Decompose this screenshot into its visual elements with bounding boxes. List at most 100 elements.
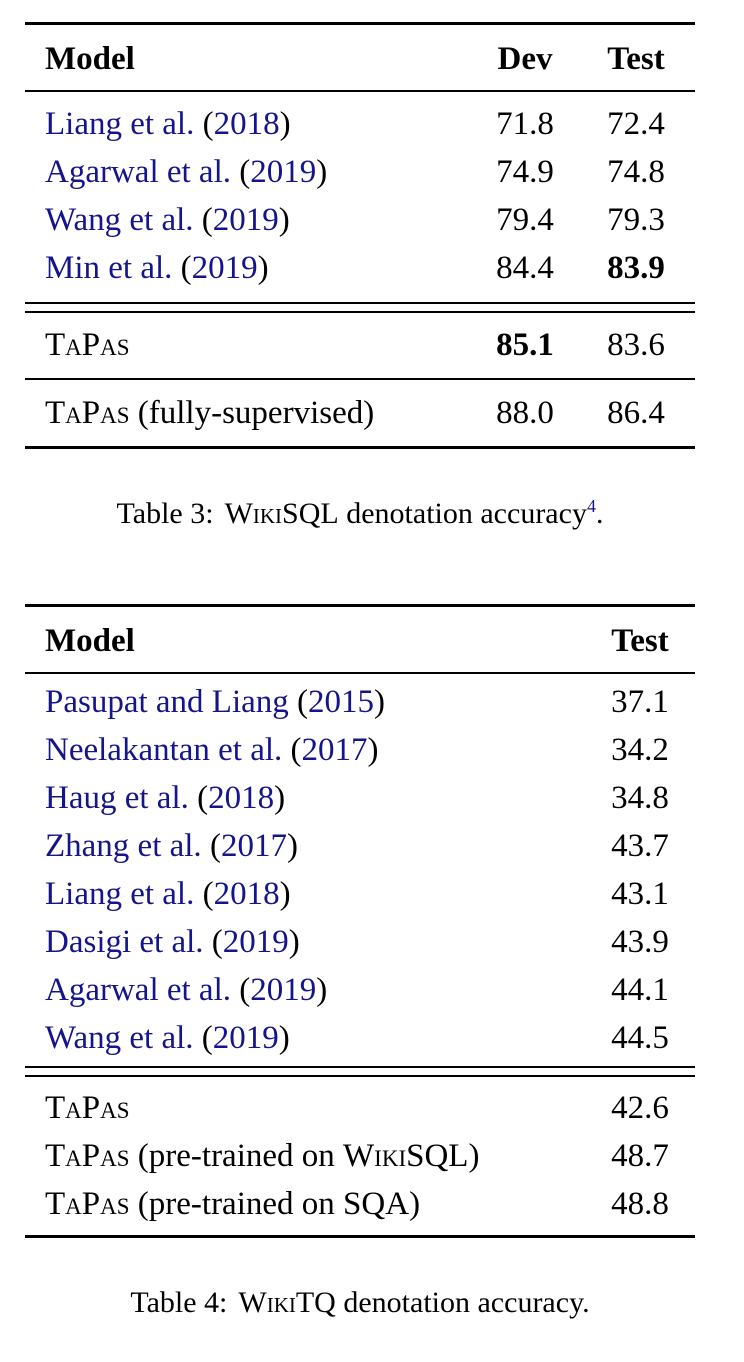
citation-year-link[interactable]: 2015 (308, 684, 375, 720)
column-header-model: Model (45, 41, 135, 77)
citation-year-link[interactable]: 2019 (222, 924, 289, 960)
citation-paren-open: ( (231, 972, 251, 1008)
citation-paren-open: ( (172, 250, 192, 286)
table-row: Liang et al. (2018) 43.1 (25, 870, 695, 918)
table-midrule (25, 378, 695, 380)
citation-link[interactable]: Min et al. (45, 250, 173, 286)
table-toprule (25, 22, 695, 25)
model-cell: Agarwal et al. (2019) (25, 966, 585, 1014)
citation-link[interactable]: Liang et al. (45, 106, 195, 142)
table-row: Min et al. (2019) 84.4 83.9 (25, 244, 695, 292)
tapas-model-label: TaPas (45, 1138, 130, 1174)
model-cell: TaPas (pre-trained on SQA) (25, 1180, 585, 1228)
citation-link[interactable]: Agarwal et al. (45, 154, 231, 190)
citation-link[interactable]: Dasigi et al. (45, 924, 204, 960)
citation-paren-close: ) (257, 250, 269, 286)
citation-link[interactable]: Wang et al. (45, 1020, 194, 1056)
citation-link[interactable]: Zhang et al. (45, 828, 202, 864)
citation-year-link[interactable]: 2018 (213, 876, 280, 912)
citation-year-link[interactable]: 2017 (301, 732, 368, 768)
test-value-cell: 83.6 (607, 327, 665, 363)
caption-label: Table 3: (116, 497, 214, 530)
citation-paren-open: ( (194, 106, 214, 142)
citation-paren-close: ) (278, 1020, 290, 1056)
test-value-cell: 79.3 (607, 202, 665, 238)
citation-year-link[interactable]: 2019 (250, 972, 317, 1008)
dev-value-cell: 88.0 (496, 395, 554, 431)
baselines-section: Liang et al. (2018) 71.8 72.4 Agarwal et… (25, 92, 695, 302)
citation-paren-open: ( (194, 876, 214, 912)
table-row: Zhang et al. (2017) 43.7 (25, 822, 695, 870)
dev-value-cell-best: 85.1 (496, 327, 554, 363)
model-variant-label: (pre-trained on (129, 1186, 344, 1222)
citation-year-link[interactable]: 2019 (250, 154, 317, 190)
model-cell: Haug et al. (2018) (25, 774, 585, 822)
column-header-model: Model (45, 623, 135, 659)
table-row: TaPas (fully-supervised) 88.0 86.4 (25, 389, 695, 437)
caption-text: denotation accuracy. (335, 1286, 590, 1319)
tapas-model-label: TaPas (45, 1186, 130, 1222)
model-cell: Liang et al. (2018) (25, 870, 585, 918)
citation-link[interactable]: Agarwal et al. (45, 972, 231, 1008)
citation-year-link[interactable]: 2017 (220, 828, 287, 864)
footnote-link[interactable]: 4 (586, 496, 596, 516)
citation-paren-close: ) (374, 684, 386, 720)
caption-text: denotation accuracy (338, 497, 587, 530)
column-header-test: Test (611, 623, 669, 659)
citation-year-link[interactable]: 2018 (213, 106, 280, 142)
table-row: Dasigi et al. (2019) 43.9 (25, 918, 695, 966)
table-row: Haug et al. (2018) 34.8 (25, 774, 695, 822)
test-value-cell: 42.6 (611, 1090, 669, 1126)
test-value-cell: 74.8 (607, 154, 665, 190)
citation-paren-open: ( (231, 154, 251, 190)
model-cell: TaPas (25, 321, 473, 369)
citation-link[interactable]: Neelakantan et al. (45, 732, 283, 768)
table-row: TaPas 85.1 83.6 (25, 321, 695, 369)
citation-year-link[interactable]: 2019 (191, 250, 258, 286)
table4-caption: Table 4: WikiTQ denotation accuracy. (25, 1283, 695, 1323)
citation-link[interactable]: Haug et al. (45, 780, 189, 816)
table-midrule (25, 90, 695, 92)
table-double-rule (25, 1066, 695, 1077)
model-cell: TaPas (pre-trained on WikiSQL) (25, 1132, 585, 1180)
citation-link[interactable]: Wang et al. (45, 202, 194, 238)
table-row: Wang et al. (2019) 44.5 (25, 1014, 695, 1062)
citation-year-link[interactable]: 2019 (212, 202, 279, 238)
table-header-row: Model Dev Test (25, 25, 695, 90)
model-variant-close: ) (409, 1186, 421, 1222)
citation-paren-close: ) (274, 780, 286, 816)
citation-paren-close: ) (279, 876, 291, 912)
citation-paren-open: ( (193, 1020, 213, 1056)
citation-paren-open: ( (288, 684, 309, 720)
table-row: Agarwal et al. (2019) 44.1 (25, 966, 695, 1014)
citation-link[interactable]: Liang et al. (45, 876, 195, 912)
caption-dataset-name: WikiSQL (224, 497, 339, 530)
citation-paren-open: ( (193, 202, 213, 238)
citation-paren-close: ) (278, 202, 290, 238)
model-cell: Neelakantan et al. (2017) (25, 726, 585, 774)
citation-year-link[interactable]: 2018 (208, 780, 275, 816)
model-cell: TaPas (fully-supervised) (25, 389, 473, 437)
baselines-section: Pasupat and Liang (2015) 37.1 Neelakanta… (25, 674, 695, 1066)
model-cell: Wang et al. (2019) (25, 196, 473, 244)
model-cell: Wang et al. (2019) (25, 1014, 585, 1062)
dev-value-cell: 84.4 (496, 250, 554, 286)
table-toprule (25, 604, 695, 607)
table-bottomrule (25, 446, 695, 449)
tapas-model-label: TaPas (45, 327, 130, 363)
fully-supervised-section: TaPas (fully-supervised) 88.0 86.4 (25, 380, 695, 446)
test-value-cell: 43.1 (611, 876, 669, 912)
citation-year-link[interactable]: 2019 (212, 1020, 279, 1056)
model-variant-dataset: WikiSQL (343, 1138, 469, 1174)
tapas-section: TaPas 85.1 83.6 (25, 313, 695, 378)
column-header-test: Test (607, 41, 665, 77)
table-row: Agarwal et al. (2019) 74.9 74.8 (25, 148, 695, 196)
caption-label: Table 4: (130, 1286, 228, 1319)
caption-dataset-name: WikiTQ (238, 1286, 336, 1319)
test-value-cell: 48.8 (611, 1186, 669, 1222)
tapas-section: TaPas 42.6 TaPas (pre-trained on WikiSQL… (25, 1077, 695, 1235)
test-value-cell: 34.8 (611, 780, 669, 816)
caption-period: . (595, 497, 604, 530)
citation-link[interactable]: Pasupat and Liang (45, 684, 289, 720)
test-value-cell: 44.5 (611, 1020, 669, 1056)
